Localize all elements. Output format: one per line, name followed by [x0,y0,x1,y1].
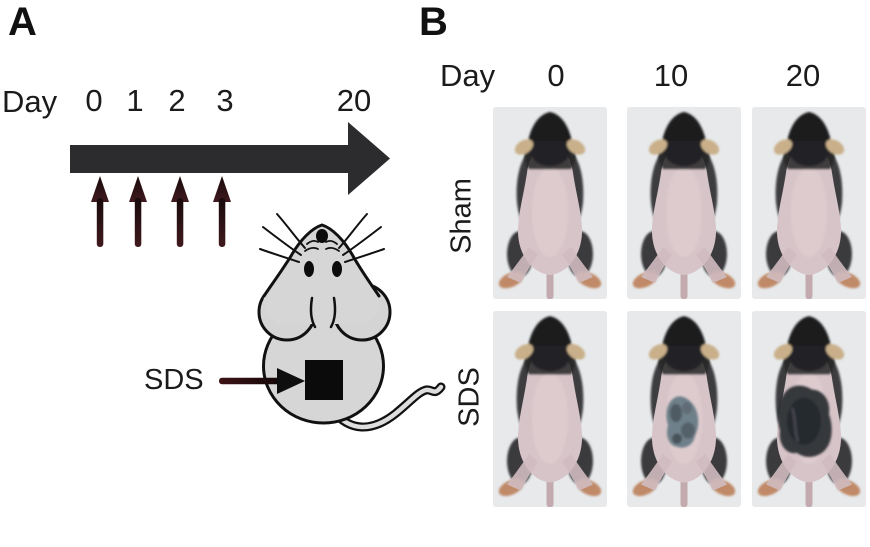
photo-grid-day-header: Day [440,58,496,93]
panel-b-label: B [419,0,448,44]
sds-annotation-arrow-icon [219,368,305,394]
photo-col-day-0: 0 [547,58,565,93]
panel-a-label: A [8,0,37,44]
timeline-axis-label: Day [2,84,58,119]
photo-col-day-10: 10 [653,58,689,93]
injection-arrows-icon [91,176,231,247]
mouse-photo-sds-day20 [752,311,866,507]
photo-col-day-20: 20 [785,58,821,93]
timeline-arrow-icon [70,122,390,195]
row-label-sds: SDS [453,367,486,427]
row-label-sham: Sham [445,178,478,254]
mouse-photo-sham-day0 [493,107,607,299]
mouse-photo-sds-day10 [627,311,741,507]
mouse-photo-sham-day10 [627,107,741,299]
timeline-tick-3: 3 [216,83,234,118]
mouse-photo-sds-day0 [493,311,607,507]
mouse-cartoon [257,213,446,432]
timeline-tick-1: 1 [126,83,144,118]
sds-annotation-label: SDS [144,364,204,396]
timeline-tick-2: 2 [168,83,186,118]
timeline-tick-20: 20 [336,83,372,118]
timeline-tick-0: 0 [85,83,103,118]
sds-patch-square [305,360,343,400]
mouse-photo-sham-day20 [752,107,866,299]
